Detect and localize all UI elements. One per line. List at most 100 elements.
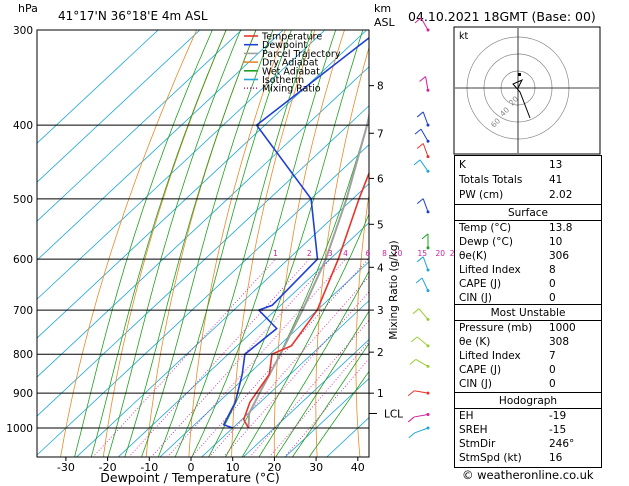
km-tick-label: 7 bbox=[377, 128, 384, 140]
surface-temp-label: Temp (°C) bbox=[459, 222, 512, 234]
wind-barb-flag bbox=[408, 432, 416, 439]
wind-barb-dot bbox=[426, 289, 430, 293]
eh-value: -19 bbox=[549, 410, 567, 422]
wind-barb-flag bbox=[409, 359, 417, 365]
surface-panel: Surface Temp (°C) 13.8 Dewp (°C) 10 θe(K) 3… bbox=[454, 204, 602, 307]
km-tick-label: 1 bbox=[377, 388, 384, 400]
legend-item: Temperature bbox=[261, 32, 322, 43]
dry-adiabat-line bbox=[273, 30, 345, 457]
wind-barb bbox=[418, 308, 429, 320]
surface-cape-value: 0 bbox=[549, 278, 556, 290]
wind-barb bbox=[422, 198, 429, 213]
dry-adiabat-line bbox=[395, 0, 449, 459]
wind-barb bbox=[421, 277, 429, 291]
footer-credit: © weatheronline.co.uk bbox=[462, 468, 594, 482]
mixing-ratio-line bbox=[128, 258, 310, 457]
stmdir-label: StmDir bbox=[459, 438, 496, 450]
mixing-ratio-label: 20 bbox=[435, 249, 445, 258]
isotherm-line bbox=[242, 339, 369, 457]
wind-barb bbox=[414, 427, 429, 434]
isotherm-line bbox=[201, 300, 369, 457]
wind-barb-dot bbox=[426, 391, 430, 395]
surface-theta-value: 306 bbox=[549, 250, 570, 262]
pressure-tick-label: 600 bbox=[13, 254, 33, 266]
indices-panel: K 13 Totals Totals 41 PW (cm) 2.02 bbox=[454, 155, 602, 207]
mixing-ratio-label: 8 bbox=[382, 249, 387, 258]
legend-item: Dewpoint bbox=[262, 40, 307, 51]
hodo-title: Hodograph bbox=[498, 395, 558, 407]
legend-item: Isotherm bbox=[262, 75, 304, 86]
mixing-ratio-label: 6 bbox=[366, 249, 371, 258]
surface-title: Surface bbox=[507, 207, 548, 219]
pressure-tick-label: 400 bbox=[13, 120, 33, 132]
stmspd-label: StmSpd (kt) bbox=[459, 452, 522, 464]
most-unstable-panel: Most Unstable Pressure (mb) 1000 θe (K) 30… bbox=[454, 304, 602, 395]
km-label: km bbox=[374, 2, 392, 15]
mu-cape-value: 0 bbox=[549, 364, 556, 376]
pressure-tick-label: 300 bbox=[13, 25, 33, 37]
wind-barb bbox=[415, 358, 429, 367]
stmdir-value: 246° bbox=[549, 438, 575, 450]
wind-barb-dot bbox=[426, 317, 430, 321]
mixing-ratio-line bbox=[222, 291, 369, 457]
pressure-tick-label: 900 bbox=[13, 388, 33, 400]
wet-adiabat-line bbox=[275, 310, 369, 457]
legend-item: Mixing Ratio bbox=[262, 84, 321, 95]
location-label: 41°17'N 36°18'E 4m ASL bbox=[58, 9, 208, 23]
wind-barb-flag bbox=[410, 336, 418, 343]
temperature-tick-label: -10 bbox=[140, 461, 158, 474]
isotherm-line bbox=[37, 30, 284, 261]
km-tick-label: 3 bbox=[377, 305, 384, 317]
isotherm-line bbox=[159, 261, 369, 457]
mixing-ratio-label: 4 bbox=[343, 249, 348, 258]
km-tick-label: 6 bbox=[377, 173, 384, 185]
wind-barb bbox=[422, 143, 429, 157]
pressure-tick-label: 500 bbox=[13, 194, 33, 206]
legend-item: Dry Adiabat bbox=[262, 58, 319, 69]
isotherm-line bbox=[117, 222, 369, 457]
wind-barb-flag bbox=[414, 128, 422, 135]
stmspd-value: 16 bbox=[549, 452, 563, 464]
surface-theta-label: θe(K) bbox=[459, 250, 487, 262]
surface-dewp-value: 10 bbox=[549, 236, 563, 248]
mu-theta-value: 308 bbox=[549, 336, 570, 348]
mu-cape-label: CAPE (J) bbox=[459, 364, 502, 376]
wet-adiabat-line bbox=[90, 30, 227, 457]
dry-adiabat-line bbox=[188, 30, 286, 457]
temperature-tick-label: 30 bbox=[309, 461, 323, 474]
hodograph-panel: Hodograph EH -19 SREH -15 StmDir 246° StmSp… bbox=[454, 392, 602, 468]
wind-barb bbox=[420, 128, 429, 142]
mu-li-value: 7 bbox=[549, 350, 556, 362]
temperature-tick-label: 10 bbox=[226, 461, 240, 474]
surface-cin-value: 0 bbox=[549, 292, 556, 304]
wet-adiabat-line bbox=[141, 30, 274, 457]
wind-barb-flag bbox=[412, 308, 420, 315]
legend-item: Parcel Trajectory bbox=[262, 49, 341, 60]
surface-cin-label: CIN (J) bbox=[459, 292, 492, 304]
wind-barb-dot bbox=[426, 364, 430, 368]
wind-barb bbox=[422, 111, 429, 126]
sreh-label: SREH bbox=[459, 424, 488, 436]
x-axis-label: Dewpoint / Temperature (°C) bbox=[100, 470, 279, 485]
mixing-ratio-label: 15 bbox=[417, 249, 427, 258]
mixing-ratio-line bbox=[268, 340, 369, 457]
km-tick-label: 4 bbox=[377, 262, 384, 274]
isotherm-line bbox=[37, 144, 369, 456]
temperature-tick-label: -30 bbox=[57, 461, 75, 474]
wind-barb bbox=[420, 17, 429, 31]
dry-adiabat-line bbox=[231, 30, 316, 457]
wind-barb-flag bbox=[413, 159, 421, 166]
wind-barb-dot bbox=[426, 413, 430, 417]
wind-barb-dot bbox=[426, 28, 430, 32]
hpa-label: hPa bbox=[18, 2, 38, 15]
mu-title: Most Unstable bbox=[490, 307, 566, 319]
legend-item: Wet Adiabat bbox=[262, 66, 320, 77]
surface-dewp-label: Dewp (°C) bbox=[459, 236, 513, 248]
wind-barb-dot bbox=[426, 139, 430, 143]
tt-value: 41 bbox=[549, 174, 563, 186]
isotherm-line bbox=[37, 105, 369, 417]
mixing-ratio-line bbox=[249, 319, 369, 457]
dry-adiabat-line bbox=[102, 30, 227, 457]
dry-adiabat-line bbox=[60, 30, 198, 457]
mixing-ratio-line bbox=[150, 258, 331, 457]
